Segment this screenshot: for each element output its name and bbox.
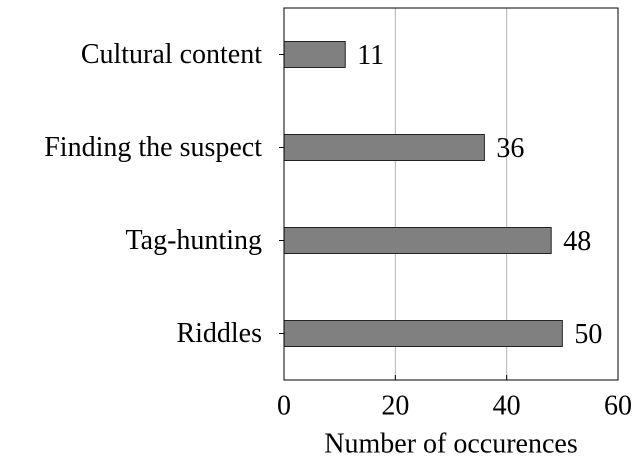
x-tick-label: 20	[381, 390, 409, 421]
bar	[283, 320, 563, 347]
bar	[283, 41, 346, 68]
data-label: 36	[496, 133, 524, 164]
x-tick-label: 60	[604, 390, 632, 421]
data-label: 11	[357, 40, 384, 71]
y-tick-label: Cultural content	[81, 39, 262, 70]
bar	[283, 134, 485, 161]
x-axis-label: Number of occurences	[324, 428, 577, 459]
y-tick-label: Tag-hunting	[126, 225, 262, 256]
x-tick-label: 0	[277, 390, 291, 421]
y-tick-label: Finding the suspect	[44, 132, 262, 163]
y-tick-label: Riddles	[176, 318, 262, 349]
plot-frame	[283, 7, 619, 381]
bar	[283, 227, 552, 254]
data-label: 48	[563, 226, 591, 257]
x-tick-label: 40	[493, 390, 521, 421]
data-label: 50	[574, 319, 602, 350]
